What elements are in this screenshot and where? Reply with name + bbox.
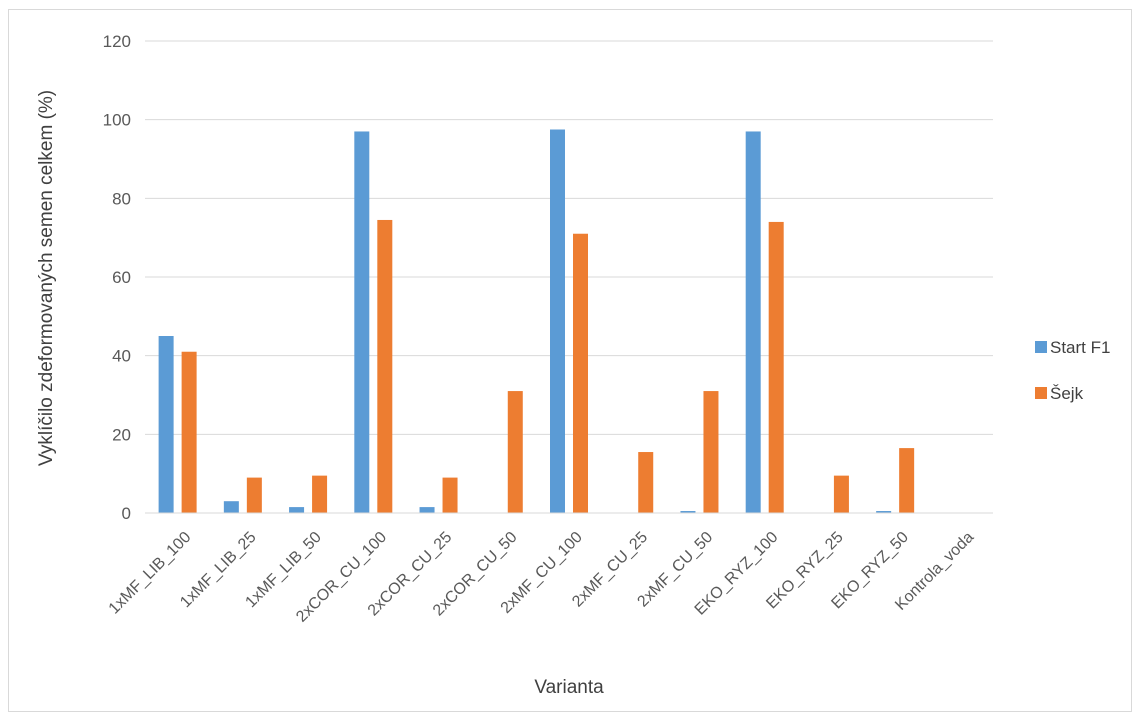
- y-tick-label: 120: [103, 32, 131, 51]
- bar-sejk: [377, 219, 393, 513]
- bar-start-f1: [745, 131, 761, 513]
- y-tick-label: 80: [112, 189, 131, 208]
- bar-start-f1: [354, 131, 370, 513]
- y-tick-label: 40: [112, 347, 131, 366]
- bar-start-f1: [289, 507, 305, 513]
- bar-start-f1: [223, 501, 239, 513]
- legend: Start F1 Šejk: [1035, 338, 1110, 403]
- bar-start-f1: [876, 511, 892, 513]
- y-axis-ticks: 0 20 40 60 80 100 120: [103, 32, 131, 523]
- bar-start-f1: [419, 507, 435, 513]
- bar-sejk: [638, 452, 654, 513]
- y-tick-label: 60: [112, 268, 131, 287]
- bars: [158, 129, 915, 513]
- bar-sejk: [833, 475, 849, 513]
- y-axis-title: Vyklíčilo zdeformovaných semen celkem (%…: [36, 90, 57, 466]
- bar-sejk: [703, 391, 719, 513]
- bar-sejk: [899, 448, 915, 513]
- legend-label: Šejk: [1050, 384, 1084, 403]
- x-axis-title: Varianta: [534, 677, 604, 698]
- bar-sejk: [246, 477, 262, 513]
- legend-label: Start F1: [1050, 338, 1110, 357]
- bar-sejk: [442, 477, 458, 513]
- bar-sejk: [181, 351, 197, 513]
- legend-swatch: [1035, 387, 1047, 399]
- bar-sejk: [768, 221, 784, 513]
- y-tick-label: 20: [112, 425, 131, 444]
- bar-sejk: [312, 475, 328, 513]
- bar-start-f1: [550, 129, 565, 513]
- x-axis-ticks: 1xMF_LIB_1001xMF_LIB_251xMF_LIB_502xCOR_…: [106, 529, 978, 626]
- bar-start-f1: [680, 511, 696, 513]
- bar-start-f1: [158, 336, 174, 513]
- gridlines: [145, 40, 993, 435]
- y-tick-label: 100: [103, 111, 131, 130]
- y-tick-label: 0: [122, 504, 131, 523]
- legend-swatch: [1035, 341, 1047, 353]
- bar-sejk: [573, 233, 588, 513]
- bar-sejk: [507, 391, 523, 513]
